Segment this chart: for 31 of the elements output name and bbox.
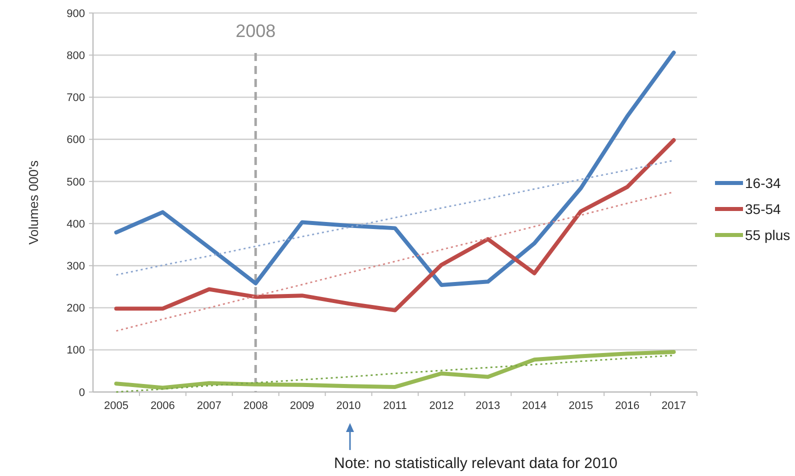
y-tick-label: 400 [66, 218, 85, 230]
y-tick-label: 800 [66, 50, 85, 62]
y-axis-title: Volumes 000's [26, 160, 41, 245]
line-series [114, 138, 676, 312]
x-tick-label: 2007 [196, 400, 222, 412]
x-tick-label: 2015 [568, 400, 594, 412]
y-tick-label: 300 [66, 260, 85, 273]
x-tick-label: 2013 [476, 400, 500, 412]
y-tick-label: 900 [66, 8, 85, 20]
ref-line-label: 2008 [236, 21, 276, 41]
y-tick-label: 200 [66, 302, 85, 315]
y-tick-label: 700 [66, 92, 85, 104]
y-tick-label: 500 [66, 176, 85, 188]
text: Note: no statistically relevant data for 2010 [334, 455, 618, 472]
legend-label: 55 plus [745, 226, 790, 243]
y-tick-label: 100 [66, 344, 85, 357]
y-tick-label: 600 [66, 134, 85, 146]
x-tick-label: 2016 [615, 400, 640, 412]
legend-label: 35-54 [745, 200, 782, 217]
x-tick-label: 2005 [104, 400, 128, 412]
x-tick-label: 2012 [429, 400, 454, 412]
x-tick-label: 2010 [336, 400, 361, 412]
y-tick-label: 0 [78, 386, 85, 399]
x-tick-label: 2014 [522, 400, 547, 412]
x-tick-label: 2011 [383, 400, 407, 412]
x-tick-label: 2009 [290, 400, 314, 412]
line-series [114, 50, 676, 288]
legend-label: 16-34 [745, 174, 782, 191]
x-tick-label: 2017 [662, 400, 686, 412]
x-tick-label: 2008 [243, 400, 268, 412]
x-tick-label: 2006 [150, 400, 175, 412]
